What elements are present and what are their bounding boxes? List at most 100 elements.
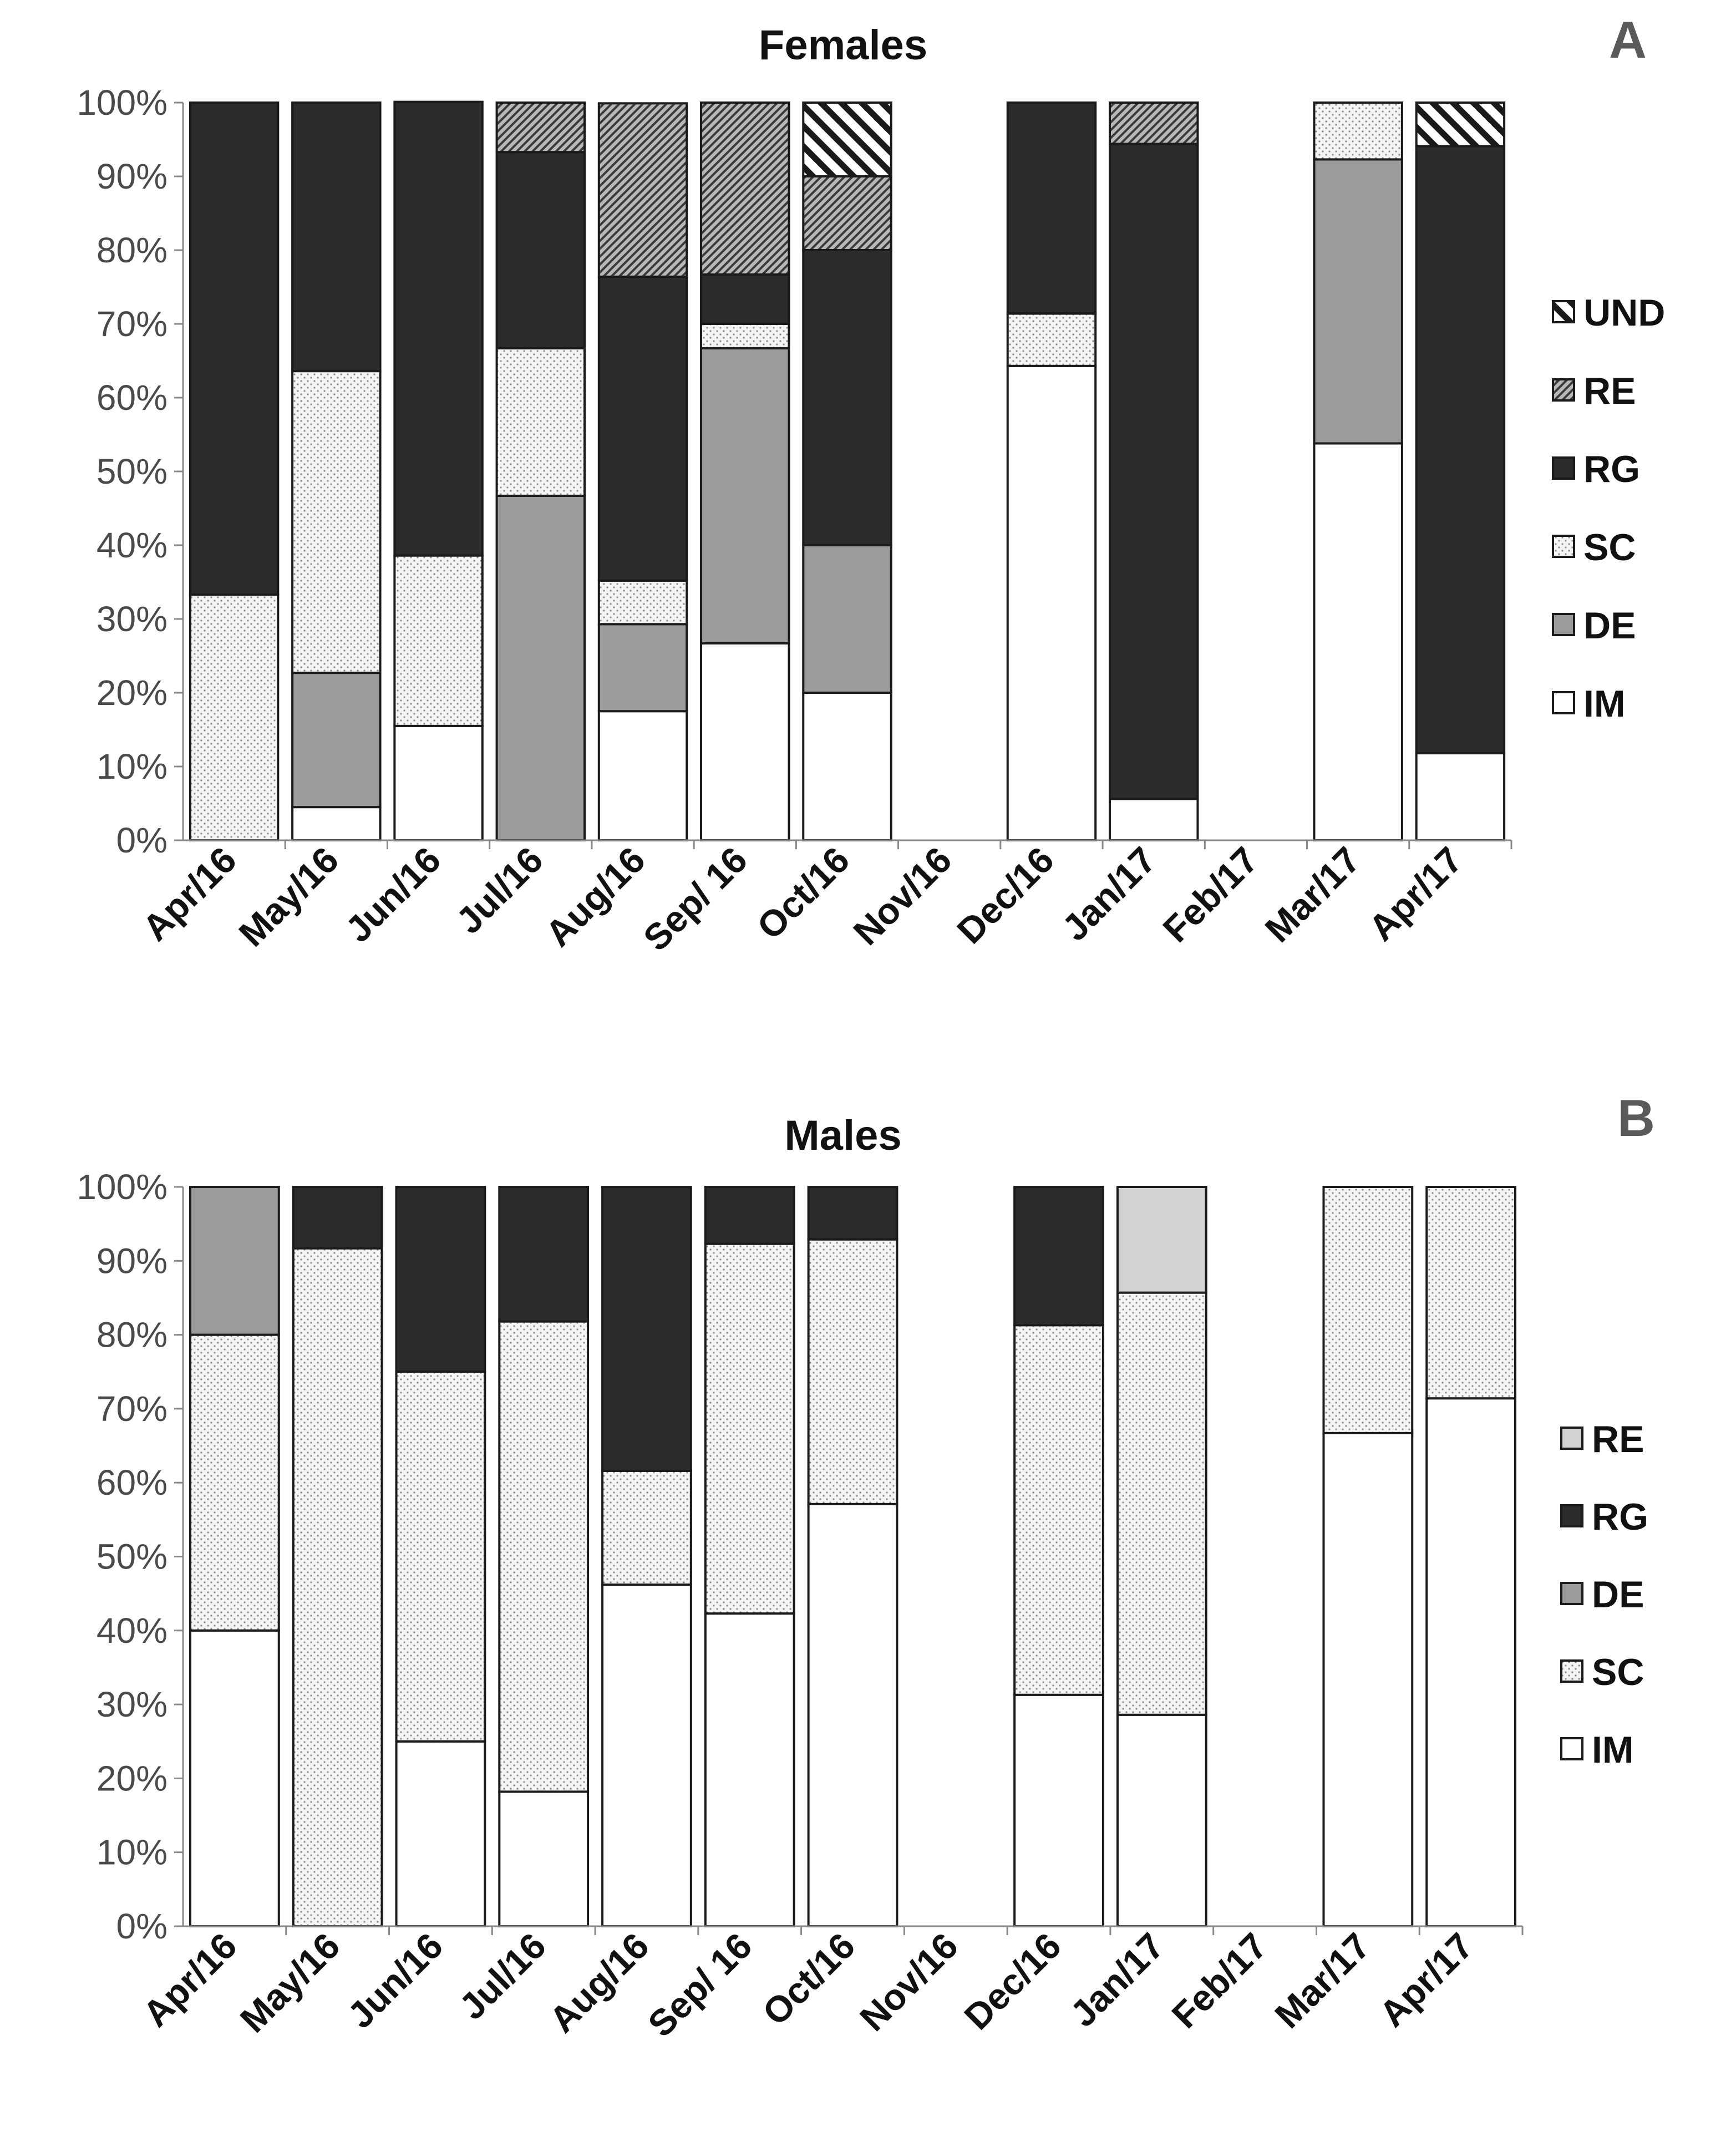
males-bar-mar-17-im: [1322, 1432, 1414, 1927]
females-legend-swatch-rg: [1552, 456, 1575, 480]
males-legend-swatch-de: [1560, 1582, 1583, 1605]
females-bar-jul-16-de: [495, 494, 586, 841]
females-bar-apr-17-und: [1415, 101, 1506, 148]
females-bar-jan-17-im: [1108, 798, 1199, 842]
males-bars: [189, 1186, 1516, 1928]
females-y-tick-label: 30%: [97, 599, 167, 639]
males-x-tick-label: Jan/17: [1062, 1925, 1172, 2035]
females-x-tick-label: Apr/17: [1361, 839, 1470, 949]
males-y-tick-label: 0%: [116, 1906, 168, 1946]
males-bar-apr-17-sc: [1425, 1186, 1516, 1400]
males-legend-label-de: DE: [1592, 1573, 1644, 1616]
males-bar-jan-17-re: [1116, 1186, 1207, 1294]
females-bar-sep-16-rg: [700, 273, 790, 326]
males-bar-sep-16-sc: [704, 1242, 795, 1615]
females-bar-aug-16-de: [597, 623, 688, 713]
females-y-tick-label: 100%: [77, 83, 167, 123]
females-bar-oct-16-de: [802, 544, 892, 694]
males-bar-oct-16-rg: [807, 1186, 899, 1241]
females-bar-oct-16-im: [802, 692, 892, 841]
females-bar-oct-16-und: [802, 101, 892, 177]
males-legend-swatch-rg: [1560, 1504, 1583, 1527]
females-bar-apr-16-rg: [189, 101, 280, 596]
females-x-tick-label: Oct/16: [749, 839, 857, 947]
females-legend-swatch-sc: [1552, 535, 1575, 558]
males-x-tick-label: Aug/16: [541, 1925, 657, 2040]
males-y-tick-label: 10%: [97, 1833, 167, 1872]
males-x-tick-label: Oct/16: [754, 1925, 862, 2033]
males-y-tick-label: 30%: [97, 1684, 167, 1724]
females-x-tick-label: Jun/16: [337, 839, 448, 950]
females-legend: UND RE RG SC DE IM: [1552, 292, 1665, 725]
females-chart: Females A 0% 10% 20% 30% 40% 50% 60% 70% 80% 90% 1…: [77, 11, 1665, 958]
males-bar-jul-16-im: [498, 1790, 590, 1928]
females-bar-aug-16-im: [597, 710, 688, 841]
females-x-tick-label: May/16: [231, 839, 346, 955]
males-y-tick-label: 80%: [97, 1315, 167, 1355]
females-legend-swatch-re: [1552, 378, 1575, 402]
females-legend-label-rg: RG: [1583, 448, 1640, 490]
males-chart: Males B 0% 10% 20% 30% 40% 50% 60% 70% 80% 90% 100…: [77, 1089, 1655, 2044]
males-bar-jul-16-sc: [498, 1320, 590, 1793]
males-bar-dec-16-im: [1013, 1693, 1104, 1927]
males-legend-label-re: RE: [1592, 1418, 1644, 1460]
males-y-tick-label: 50%: [97, 1537, 167, 1577]
females-bar-dec-16-rg: [1006, 101, 1097, 315]
males-bar-oct-16-sc: [807, 1238, 899, 1505]
females-bar-jul-16-re: [495, 101, 586, 154]
females-bar-dec-16-sc: [1006, 312, 1097, 367]
females-x-tick-label: Aug/16: [537, 839, 653, 955]
males-bar-jun-16-im: [395, 1740, 486, 1927]
females-bar-may-16-rg: [291, 101, 382, 373]
females-bar-apr-17-rg: [1415, 145, 1506, 755]
females-bar-dec-16-im: [1006, 364, 1097, 841]
females-bar-mar-17-im: [1313, 442, 1403, 841]
males-chart-title: Males: [784, 1112, 901, 1159]
females-legend-swatch-de: [1552, 613, 1575, 636]
females-chart-title: Females: [759, 22, 927, 69]
females-bar-jun-16-im: [393, 724, 484, 841]
females-legend-label-de: DE: [1583, 605, 1636, 647]
males-x-tick-label: May/16: [232, 1925, 348, 2040]
females-y-tick-label: 60%: [97, 378, 167, 418]
females-y-tick-label: 40%: [97, 525, 167, 565]
males-bar-mar-17-sc: [1322, 1186, 1414, 1434]
females-x-tick-label: Sep/ 16: [635, 839, 755, 959]
males-bar-dec-16-rg: [1013, 1186, 1104, 1327]
males-x-tick-label: Feb/17: [1164, 1925, 1275, 2036]
females-bar-sep-16-re: [700, 101, 790, 276]
females-bar-mar-17-de: [1313, 158, 1403, 445]
males-legend-label-im: IM: [1592, 1729, 1634, 1771]
females-bar-jun-16-rg: [393, 100, 484, 557]
females-x-tick-label: Jan/17: [1054, 839, 1164, 949]
females-bar-jan-17-re: [1108, 101, 1199, 145]
females-bar-jul-16-sc: [495, 347, 586, 497]
males-legend: RE RG DE SC IM: [1560, 1418, 1648, 1771]
males-bar-oct-16-im: [807, 1503, 899, 1927]
females-x-tick-label: Dec/16: [949, 839, 1062, 952]
females-bar-aug-16-rg: [597, 275, 688, 582]
females-x-tick-label: Nov/16: [845, 839, 959, 953]
females-y-tick-label: 80%: [97, 230, 167, 270]
males-legend-swatch-sc: [1560, 1659, 1583, 1683]
males-bar-may-16-sc: [292, 1247, 383, 1927]
males-legend-label-sc: SC: [1592, 1651, 1644, 1693]
females-bar-oct-16-rg: [802, 249, 892, 546]
females-bar-aug-16-re: [597, 102, 688, 278]
males-bar-apr-16-de: [189, 1186, 280, 1336]
females-bar-sep-16-im: [700, 642, 790, 841]
females-bar-may-16-de: [291, 672, 382, 809]
females-legend-swatch-im: [1552, 691, 1575, 714]
females-y-tick-label: 10%: [97, 747, 167, 786]
females-legend-swatch-und: [1552, 300, 1575, 323]
females-y-tick-label: 50%: [97, 451, 167, 491]
males-y-axis: 0% 10% 20% 30% 40% 50% 60% 70% 80% 90% 100%: [77, 1167, 184, 1946]
females-bar-jun-16-sc: [393, 554, 484, 727]
panel-label-b: B: [1617, 1089, 1655, 1147]
females-y-tick-label: 90%: [97, 156, 167, 196]
females-bar-may-16-im: [291, 806, 382, 842]
females-bar-sep-16-de: [700, 347, 790, 644]
males-bar-apr-16-im: [189, 1629, 280, 1928]
males-bar-jul-16-rg: [498, 1186, 590, 1323]
